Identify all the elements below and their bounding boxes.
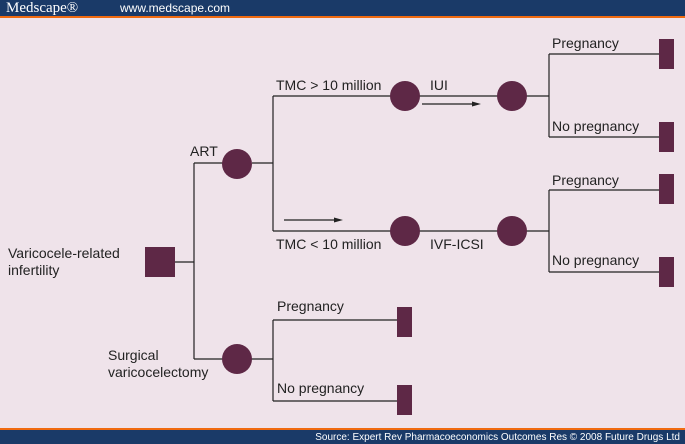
chance-node-iui [497,81,527,111]
chance-node-tmc-low [390,216,420,246]
terminal-node [397,385,412,415]
root-label-2: infertility [8,262,59,278]
header-url: www.medscape.com [120,1,231,15]
art-label: ART [190,143,218,159]
decision-node [145,247,175,277]
terminal-node [659,174,674,204]
terminal-node [659,122,674,152]
chance-node-tmc-high [390,81,420,111]
chance-node-art [222,149,252,179]
chance-node-surgery [222,344,252,374]
pregnancy-label: Pregnancy [552,35,619,51]
no-pregnancy-label: No pregnancy [277,380,364,396]
header-bar: Medscape® www.medscape.com [0,0,685,18]
root-label-1: Varicocele-related [8,245,120,261]
no-pregnancy-label: No pregnancy [552,252,639,268]
ivf-label: IVF-ICSI [430,236,484,252]
surgery-label-2: varicocelectomy [108,364,208,380]
terminal-node [397,307,412,337]
tmc-low-label: TMC < 10 million [276,236,381,252]
no-pregnancy-label: No pregnancy [552,118,639,134]
iui-label: IUI [430,77,448,93]
tmc-high-label: TMC > 10 million [276,77,381,93]
medscape-logo: Medscape® [6,0,79,16]
terminal-node [659,257,674,287]
footer-bar: Source: Expert Rev Pharmacoeconomics Out… [0,428,685,444]
pregnancy-label: Pregnancy [552,172,619,188]
source-citation: Source: Expert Rev Pharmacoeconomics Out… [315,432,680,443]
terminal-node [659,39,674,69]
surgery-label-1: Surgical [108,347,159,363]
chance-node-ivf [497,216,527,246]
pregnancy-label: Pregnancy [277,298,344,314]
